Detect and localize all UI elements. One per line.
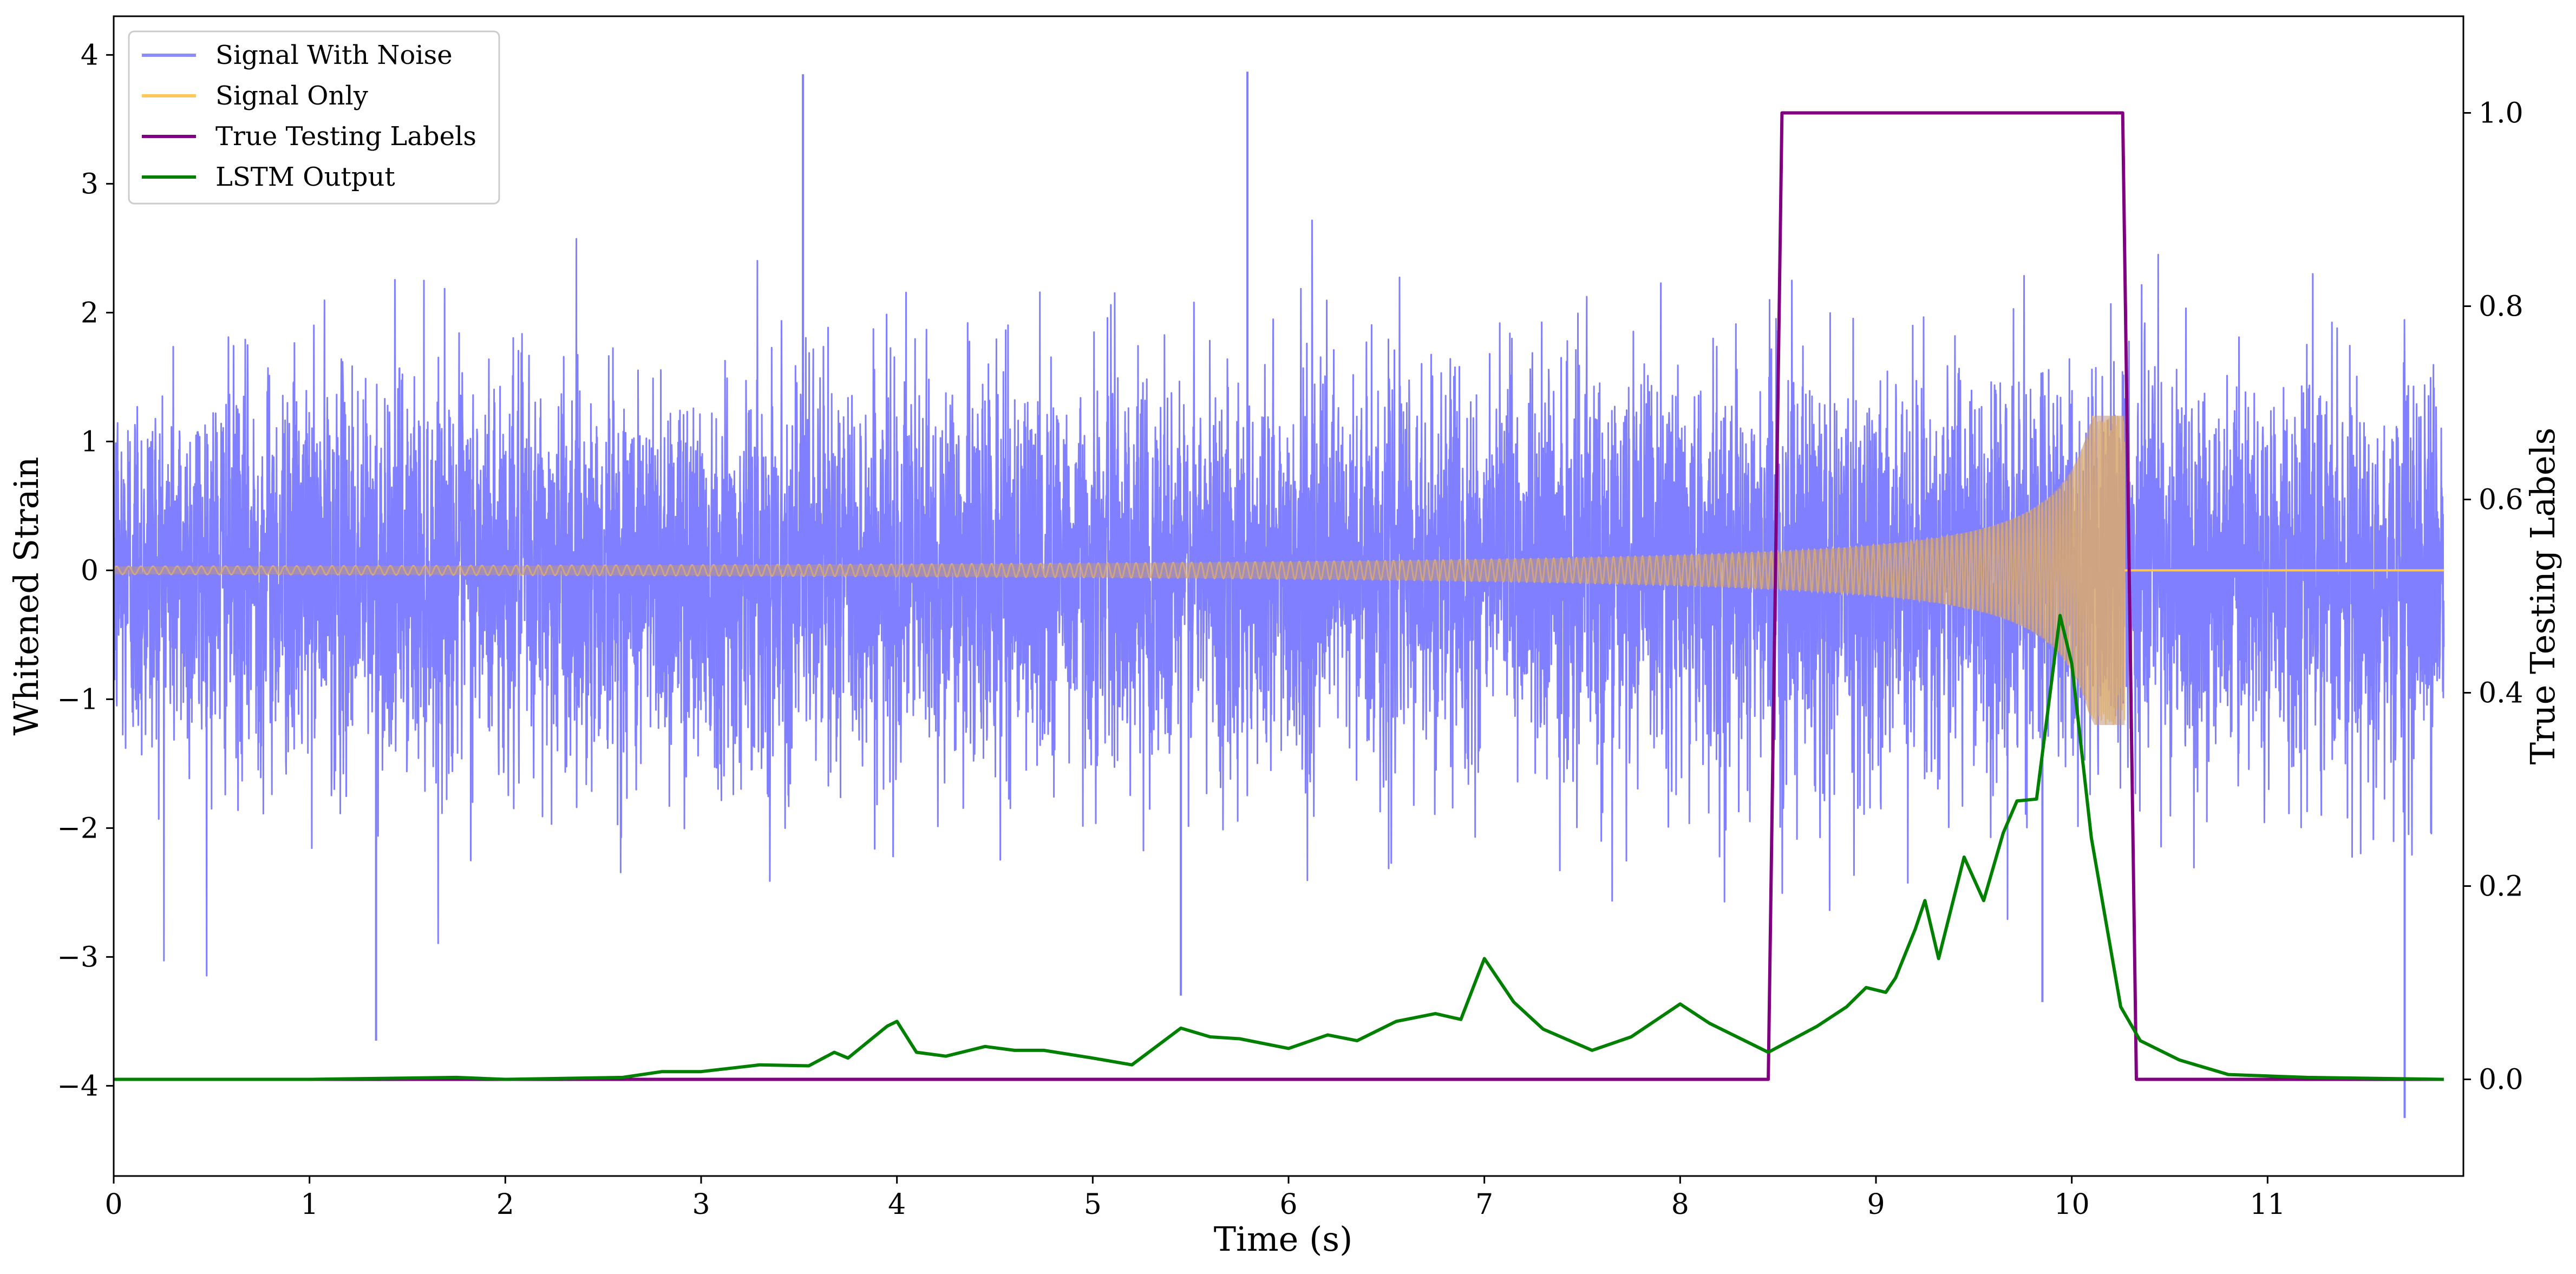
legend-label: LSTM Output bbox=[215, 162, 395, 192]
y-tick-label: 0 bbox=[81, 554, 99, 587]
lstm-series bbox=[114, 613, 2444, 1081]
y2-tick-label: 0.0 bbox=[2479, 1064, 2523, 1096]
y-tick-label: −3 bbox=[57, 941, 99, 974]
x-tick-label: 0 bbox=[104, 1188, 122, 1221]
chirp-series bbox=[114, 415, 2444, 726]
x-axis-title: Time (s) bbox=[1214, 1219, 1353, 1259]
y-axis: −4 −3 −2 −1 0 1 2 3 4 bbox=[57, 39, 114, 1102]
x-tick-label: 1 bbox=[300, 1188, 318, 1221]
labels-line bbox=[114, 111, 2444, 1081]
y2-tick-label: 0.6 bbox=[2479, 484, 2523, 517]
y-tick-label: 2 bbox=[81, 297, 99, 329]
legend-box bbox=[128, 30, 500, 205]
x-tick-label: 2 bbox=[496, 1188, 514, 1221]
y2-tick-label: 0.8 bbox=[2479, 291, 2523, 323]
y2-axis-title: True Testing Labels bbox=[2523, 428, 2562, 765]
x-tick-label: 10 bbox=[2054, 1188, 2090, 1221]
legend-label: Signal Only bbox=[215, 81, 368, 111]
lstm-line bbox=[114, 613, 2444, 1081]
legend-label: Signal With Noise bbox=[215, 40, 453, 70]
x-tick-label: 3 bbox=[692, 1188, 710, 1221]
y2-tick-label: 0.4 bbox=[2479, 677, 2523, 710]
y-axis-title: Whitened Strain bbox=[6, 457, 46, 736]
y2-tick-label: 1.0 bbox=[2479, 97, 2523, 130]
legend-label: True Testing Labels bbox=[215, 121, 476, 152]
y-tick-label: 1 bbox=[81, 426, 99, 458]
y-tick-label: −4 bbox=[57, 1070, 99, 1102]
x-axis: 0 1 2 3 4 5 6 7 8 9 10 11 bbox=[104, 1176, 2285, 1221]
y-tick-label: −2 bbox=[57, 812, 99, 845]
x-tick-label: 6 bbox=[1279, 1188, 1297, 1221]
x-tick-label: 7 bbox=[1475, 1188, 1493, 1221]
labels-series bbox=[114, 111, 2444, 1081]
x-tick-label: 9 bbox=[1867, 1188, 1885, 1221]
x-tick-label: 8 bbox=[1671, 1188, 1689, 1221]
chirp-envelope bbox=[114, 415, 2125, 725]
y2-axis: 0.0 0.2 0.4 0.6 0.8 1.0 bbox=[2463, 97, 2523, 1096]
x-tick-label: 4 bbox=[888, 1188, 906, 1221]
legend: Signal With Noise Signal Only True Testing… bbox=[128, 30, 500, 205]
x-tick-label: 11 bbox=[2250, 1188, 2285, 1221]
y-tick-label: 3 bbox=[81, 168, 99, 200]
y-tick-label: −1 bbox=[57, 683, 99, 716]
x-tick-label: 5 bbox=[1084, 1188, 1102, 1221]
y-tick-label: 4 bbox=[81, 39, 99, 71]
y2-tick-label: 0.2 bbox=[2479, 871, 2523, 903]
